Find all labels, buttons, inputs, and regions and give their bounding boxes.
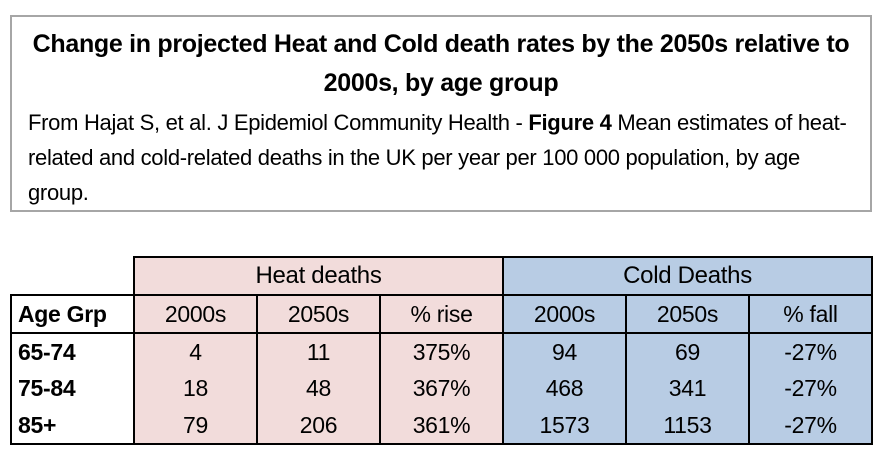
pct-fall-column-header: % fall — [748, 294, 874, 334]
figure-caption-text: Mean estimates of heat-related and cold-… — [28, 110, 847, 205]
title-box: Change in projected Heat and Cold death … — [10, 15, 872, 212]
table-cell: 11 — [256, 333, 381, 370]
table-row-85-plus: 85+ 79 206 361% 1573 1153 -27% — [10, 407, 874, 445]
table-cell: 69 — [625, 333, 751, 370]
table-cell: 4 — [133, 333, 258, 370]
table-cell: -27% — [748, 370, 874, 407]
death-rates-table: Heat deaths Cold Deaths Age Grp 2000s 20… — [10, 256, 874, 445]
table-cell: 375% — [378, 333, 505, 370]
cold-2000s-column-header: 2000s — [502, 294, 628, 334]
row-label: 85+ — [10, 407, 135, 445]
table-row-65-74: 65-74 4 11 375% 94 69 -27% — [10, 333, 874, 370]
table-cell: 1573 — [502, 407, 628, 445]
table-row-75-84: 75-84 18 48 367% 468 341 -27% — [10, 370, 874, 407]
table-cell: 367% — [378, 370, 505, 407]
table-column-header-row: Age Grp 2000s 2050s % rise 2000s 2050s %… — [10, 294, 874, 334]
row-label: 75-84 — [10, 370, 135, 407]
pct-rise-column-header: % rise — [378, 294, 505, 334]
heat-deaths-group-header: Heat deaths — [132, 256, 505, 296]
table-cell: -27% — [748, 333, 874, 370]
page-title: Change in projected Heat and Cold death … — [32, 30, 850, 97]
table-cell: 361% — [378, 407, 505, 445]
table-cell: 94 — [502, 333, 628, 370]
table-cell: 1153 — [625, 407, 751, 445]
row-label: 65-74 — [10, 333, 135, 370]
table-cell: 206 — [256, 407, 381, 445]
table-cell: -27% — [748, 407, 874, 445]
cold-2050s-column-header: 2050s — [625, 294, 751, 334]
table-cell: 341 — [625, 370, 751, 407]
figure-label: Figure 4 — [528, 110, 612, 135]
table-cell: 468 — [502, 370, 628, 407]
source-citation: From Hajat S, et al. J Epidemiol Communi… — [28, 105, 854, 210]
age-group-column-header: Age Grp — [10, 294, 135, 334]
table-cell: 18 — [133, 370, 258, 407]
table-cell: 79 — [133, 407, 258, 445]
corner-cell — [11, 257, 134, 295]
heat-2050s-column-header: 2050s — [256, 294, 381, 334]
source-citation-text: From Hajat S, et al. J Epidemiol Communi… — [28, 110, 529, 135]
table-cell: 48 — [256, 370, 381, 407]
cold-deaths-group-header: Cold Deaths — [502, 256, 874, 296]
table-group-header-row: Heat deaths Cold Deaths — [11, 256, 874, 296]
heat-2000s-column-header: 2000s — [133, 294, 258, 334]
